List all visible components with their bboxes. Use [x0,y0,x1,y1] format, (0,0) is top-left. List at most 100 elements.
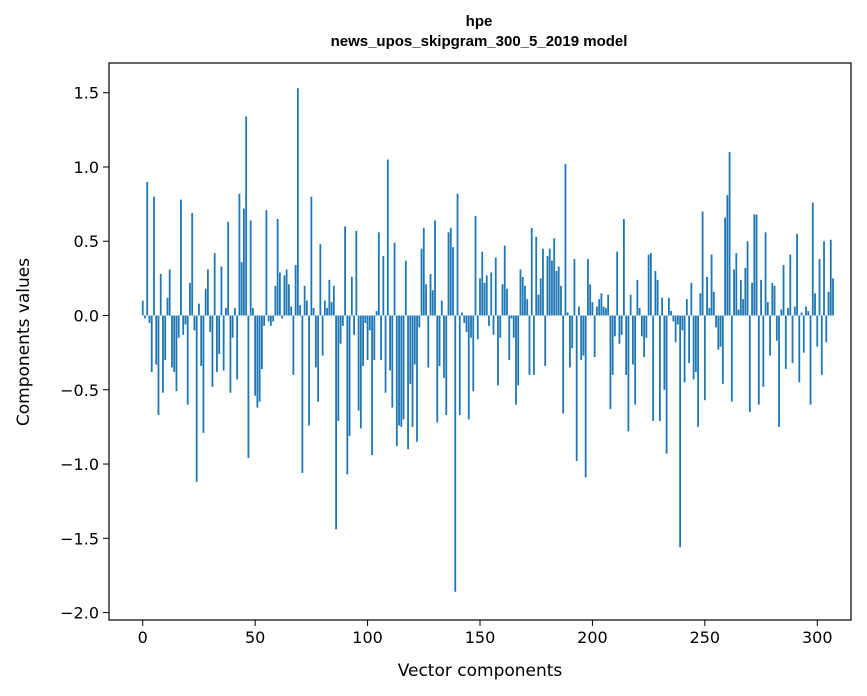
bar-24 [195,315,198,482]
bar-35 [220,266,223,316]
bar-128 [429,273,432,316]
bar-265 [737,309,740,316]
bar-245 [692,315,695,380]
bar-244 [690,282,693,316]
bar-268 [744,267,747,316]
bar-278 [766,302,769,316]
bar-60 [276,218,279,316]
bar-306 [829,239,832,316]
bar-211 [616,251,619,316]
chart-title: hpe [466,13,493,30]
bar-290 [793,306,796,316]
bar-103 [373,315,376,361]
bar-2 [146,181,149,316]
bar-13 [171,315,173,368]
bar-282 [775,315,778,341]
bar-98 [362,315,364,367]
x-tick-label-0: 0 [138,628,148,647]
bar-206 [605,308,607,316]
bar-293 [800,312,803,316]
bar-112 [393,242,396,316]
bar-191 [571,315,574,349]
bar-124 [420,248,423,316]
bar-222 [640,315,643,337]
bar-43 [238,193,241,316]
bar-143 [463,315,466,323]
bar-146 [470,315,472,338]
bar-232 [663,315,666,390]
x-tick-label-150: 150 [465,628,496,647]
bar-186 [560,285,562,316]
bar-82 [326,308,328,316]
bar-50 [254,315,257,396]
bar-102 [371,315,373,456]
bar-122 [416,315,418,442]
bar-20 [186,315,189,405]
bar-79 [319,244,322,316]
bar-19 [184,315,187,325]
bar-216 [627,315,630,432]
bar-279 [769,315,771,356]
bar-168 [519,269,522,316]
bar-266 [739,279,742,316]
bar-260 [726,195,729,316]
bar-93 [350,276,353,316]
bar-5 [153,196,155,316]
bar-121 [413,315,416,365]
bar-118 [407,315,409,450]
bar-104 [375,311,378,316]
bar-48 [249,220,252,316]
bar-40 [231,315,234,338]
bar-106 [380,315,382,361]
bar-223 [643,315,646,358]
bar-78 [317,315,320,402]
bar-264 [735,253,738,316]
bar-218 [632,315,634,365]
bar-59 [274,285,277,316]
bar-172 [528,315,531,375]
bar-7 [157,315,160,416]
bar-142 [461,312,463,316]
bar-28 [204,288,207,316]
bar-44 [240,262,243,316]
bar-139 [454,315,457,592]
x-axis: 0 50 100 150 200 250 300 [138,620,833,647]
bar-213 [620,315,623,335]
bar-38 [227,221,230,316]
bar-18 [182,315,185,335]
bar-247 [697,315,699,427]
bar-171 [526,299,529,316]
bar-289 [791,315,794,364]
bar-295 [805,306,807,316]
bar-181 [548,248,551,316]
bar-155 [490,272,493,316]
bar-21 [189,282,191,316]
bar-178 [542,248,544,316]
bar-269 [746,241,749,316]
bar-193 [575,315,578,462]
bar-285 [782,265,785,316]
bar-286 [784,315,787,369]
plot-frame [108,62,852,621]
bar-201 [593,315,596,358]
bar-227 [652,315,655,421]
bar-199 [589,284,592,316]
bar-66 [290,306,293,316]
bar-175 [535,236,538,316]
bar-161 [503,245,506,316]
bar-32 [213,253,216,316]
bar-230 [658,315,661,421]
bar-145 [467,315,470,420]
y-tick-label-3: −0.5 [60,381,99,400]
bar-52 [258,315,261,402]
y-tick-label-0: −2.0 [60,604,99,623]
bar-105 [377,232,380,316]
bar-187 [562,315,565,414]
bar-152 [483,282,486,316]
bar-83 [328,279,331,316]
bar-76 [312,308,315,316]
bar-131 [436,315,439,423]
bar-291 [796,233,798,316]
bar-77 [314,315,317,368]
bar-71 [301,315,304,473]
